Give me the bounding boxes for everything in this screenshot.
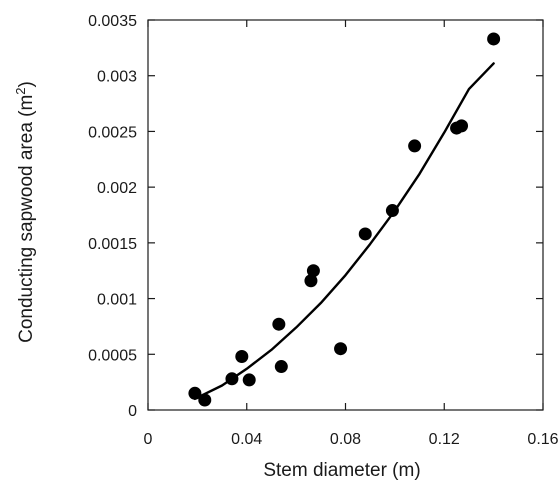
y-tick-label: 0.001 — [97, 292, 137, 309]
y-axis-ticks: 0 0.0005 0.001 0.0015 0.002 0.0025 0.003 0.0035 — [88, 13, 543, 420]
data-point — [304, 274, 318, 288]
x-tick-label: 0.04 — [231, 431, 262, 448]
x-tick-label: 0.12 — [429, 431, 460, 448]
data-point — [306, 264, 320, 278]
data-points-layer — [188, 32, 501, 407]
y-axis-title-superscript: 2 — [13, 87, 28, 94]
y-tick-label: 0.0005 — [88, 347, 137, 364]
data-point — [235, 350, 249, 364]
y-axis-title-close: ) — [16, 81, 37, 87]
data-point — [242, 373, 256, 387]
y-tick-label: 0.0035 — [88, 13, 137, 30]
data-point — [455, 119, 469, 133]
data-point — [358, 227, 372, 241]
data-point — [188, 386, 202, 400]
x-tick-label: 0 — [144, 431, 153, 448]
data-point — [198, 393, 212, 407]
data-point — [272, 317, 286, 331]
y-tick-label: 0.003 — [97, 69, 137, 86]
y-tick-label: 0 — [128, 403, 137, 420]
y-tick-label: 0.002 — [97, 180, 137, 197]
y-axis-title-main: Conducting sapwood area (m — [16, 95, 37, 343]
x-axis-title: Stem diameter (m) — [263, 460, 420, 481]
fit-curve-line — [193, 62, 495, 401]
x-tick-label: 0.08 — [330, 431, 361, 448]
y-tick-label: 0.0025 — [88, 124, 137, 141]
data-point — [408, 139, 422, 153]
fit-curve-layer — [193, 62, 495, 401]
data-point — [487, 32, 501, 46]
x-tick-label: 0.16 — [527, 431, 558, 448]
y-tick-label: 0.0015 — [88, 236, 137, 253]
x-axis-ticks: 0 0.04 0.08 0.12 0.16 — [144, 20, 559, 448]
data-point — [385, 204, 399, 218]
data-point — [274, 360, 288, 374]
y-axis-title: Conducting sapwood area (m2) — [13, 81, 37, 343]
data-point — [334, 342, 348, 356]
data-point — [225, 372, 239, 386]
